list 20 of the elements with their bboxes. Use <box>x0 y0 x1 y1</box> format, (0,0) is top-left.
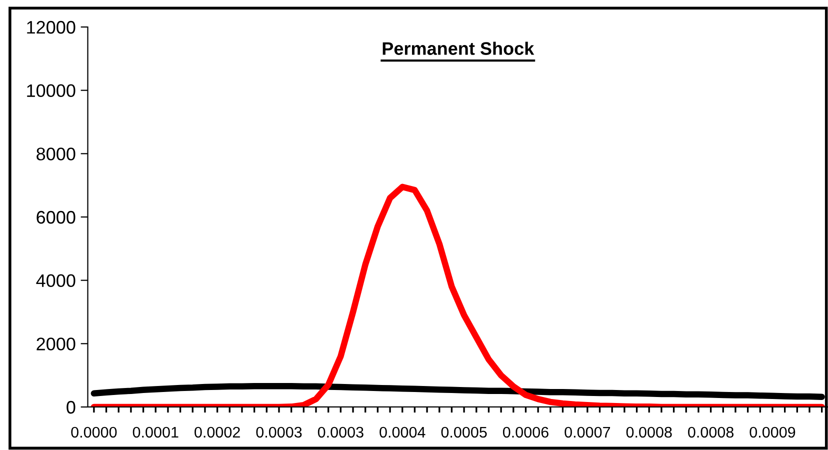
y-tick-label: 8000 <box>36 148 76 160</box>
x-tick-label: 0.0007 <box>564 426 610 438</box>
x-tick-label: 0.0006 <box>502 426 548 438</box>
x-tick-label: 0.0005 <box>441 426 487 438</box>
y-tick-label: 2000 <box>36 338 76 350</box>
x-tick-label: 0.0008 <box>688 426 734 438</box>
x-tick-label: 0.0003 <box>318 426 364 438</box>
y-tick-label: 12000 <box>27 20 76 34</box>
y-tick-label: 0 <box>66 400 76 414</box>
text: Permanent Shock <box>382 42 534 55</box>
x-tick-label: 0.0009 <box>750 426 796 438</box>
x-tick-label: 0.0003 <box>256 426 302 438</box>
y-tick-label: 10000 <box>27 84 76 98</box>
x-tick-label: 0.0008 <box>626 426 672 438</box>
x-tick-label: 0.0002 <box>194 426 240 438</box>
x-tick-label: 0.0004 <box>380 426 426 438</box>
x-tick-label: 0.0001 <box>132 426 178 438</box>
y-tick-label: 4000 <box>36 274 76 288</box>
x-tick-label: 0.0000 <box>71 426 117 438</box>
y-tick-label: 6000 <box>36 210 76 224</box>
